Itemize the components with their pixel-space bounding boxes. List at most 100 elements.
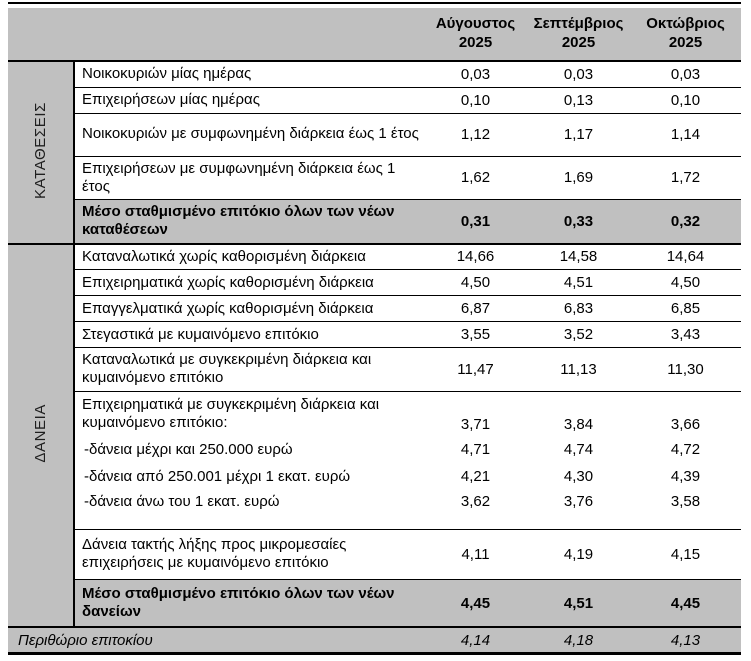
- row-label: -δάνεια μέχρι και 250.000 ευρώ: [84, 440, 293, 458]
- rate-value: 0,03: [630, 61, 741, 88]
- row-label: Επιχειρήσεων με συμφωνημένη διάρκεια έως…: [74, 156, 424, 201]
- row-label: Επαγγελματικά χωρίς καθορισμένη διάρκεια: [74, 295, 424, 323]
- rate-value: 3,55: [424, 321, 527, 349]
- row-label: Καταναλωτικά με συγκεκριμένη διάρκεια κα…: [74, 347, 424, 392]
- row-label: Μέσο σταθμισμένο επιτόκιο όλων των νέων …: [74, 199, 424, 245]
- column-year: 2025: [561, 34, 596, 51]
- rate-value: 3,71: [460, 416, 491, 434]
- rate-value: 3,52: [527, 321, 630, 349]
- row-label: Νοικοκυριών μίας ημέρας: [74, 61, 424, 88]
- table-row-group-heading: Επιχειρηματικά με συγκεκριμένη διάρκεια …: [8, 391, 741, 436]
- row-label: Δάνεια τακτής λήξης προς μικρομεσαίες επ…: [74, 529, 424, 580]
- table-row: Επιχειρηματικά χωρίς καθορισμένη διάρκει…: [8, 269, 741, 297]
- rate-value: 6,83: [527, 295, 630, 323]
- rate-value: 4,19: [527, 529, 630, 580]
- header-corner-cell: [8, 8, 424, 62]
- rate-value: 0,03: [527, 61, 630, 88]
- row-label: Μέσο σταθμισμένο επιτόκιο όλων των νέων …: [74, 579, 424, 629]
- row-label: Νοικοκυριών με συμφωνημένη διάρκεια έως …: [74, 113, 424, 157]
- table-row: ΚΑΤΑΘΕΣΕΙΣ Νοικοκυριών μίας ημέρας 0,03 …: [8, 61, 741, 245]
- column-header-month-3: Οκτώβριος 2025: [630, 8, 741, 62]
- row-label: Επιχειρήσεων μίας ημέρας: [74, 87, 424, 114]
- rate-value: 11,47: [424, 347, 527, 392]
- table-subrow: -δάνεια άνω του 1 εκατ. ευρώ 3,62 3,76 3…: [8, 490, 741, 530]
- table-row: Επαγγελματικά χωρίς καθορισμένη διάρκεια…: [8, 295, 741, 323]
- rate-value: 1,69: [527, 156, 630, 201]
- table-row: Στεγαστικά με κυμαινόμενο επιτόκιο 3,55 …: [8, 321, 741, 349]
- rate-value: 0,31: [424, 199, 527, 245]
- interest-rates-table: Αύγουστος 2025 Σεπτέμβριος 2025 Οκτώβριο…: [8, 8, 741, 655]
- rate-value: 3,58: [630, 490, 741, 530]
- column-month: Σεπτέμβριος: [533, 15, 624, 33]
- rate-value: 4,14: [424, 626, 527, 655]
- deposits-summary-row: Μέσο σταθμισμένο επιτόκιο όλων των νέων …: [8, 199, 741, 245]
- rate-value: 4,71: [460, 441, 491, 459]
- row-label: Επιχειρηματικά με συγκεκριμένη διάρκεια …: [82, 395, 380, 432]
- table-row: Νοικοκυριών με συμφωνημένη διάρκεια έως …: [8, 113, 741, 157]
- rate-value: 14,64: [630, 243, 741, 271]
- rate-value: 4,15: [630, 529, 741, 580]
- rate-value: 1,62: [424, 156, 527, 201]
- table-row: Επιχειρήσεων μίας ημέρας 0,10 0,13 0,10: [8, 87, 741, 114]
- rate-value: 4,13: [630, 626, 741, 655]
- deposits-vertical-label: ΚΑΤΑΘΕΣΕΙΣ: [32, 101, 49, 199]
- rate-value: 4,30: [563, 468, 594, 486]
- interest-margin-row: Περιθώριο επιτοκίου 4,14 4,18 4,13: [8, 626, 741, 655]
- rate-value: 6,87: [424, 295, 527, 323]
- rate-value: 3,66: [670, 416, 701, 434]
- column-year: 2025: [458, 34, 493, 51]
- rate-value: 4,45: [424, 579, 527, 629]
- rate-value: 14,58: [527, 243, 630, 271]
- rate-value: 4,74: [563, 441, 594, 459]
- column-year: 2025: [668, 34, 703, 51]
- row-label: -δάνεια άνω του 1 εκατ. ευρώ: [74, 490, 424, 530]
- top-rule: [8, 2, 741, 4]
- column-header-month-2: Σεπτέμβριος 2025: [527, 8, 630, 62]
- section-label-deposits: ΚΑΤΑΘΕΣΕΙΣ: [8, 61, 75, 245]
- table-row: Επιχειρήσεων με συμφωνημένη διάρκεια έως…: [8, 156, 741, 201]
- rate-value: 4,51: [527, 579, 630, 629]
- rate-value: 3,76: [527, 490, 630, 530]
- column-header-month-1: Αύγουστος 2025: [424, 8, 527, 62]
- rate-value: 4,72: [670, 441, 701, 459]
- table-subrow: -δάνεια από 250.001 μέχρι 1 εκατ. ευρώ 4…: [8, 463, 741, 490]
- rate-value: 4,51: [527, 269, 630, 297]
- rate-value: 0,33: [527, 199, 630, 245]
- column-month: Οκτώβριος: [646, 15, 725, 33]
- rate-value: 0,13: [527, 87, 630, 114]
- rate-value: 1,72: [630, 156, 741, 201]
- rate-value: 0,03: [424, 61, 527, 88]
- rate-value: 3,84: [563, 416, 594, 434]
- rate-value: 4,18: [527, 626, 630, 655]
- rate-value: 0,10: [424, 87, 527, 114]
- rate-value: 4,11: [424, 529, 527, 580]
- rate-value: 1,12: [424, 113, 527, 157]
- table-row: Καταναλωτικά με συγκεκριμένη διάρκεια κα…: [8, 347, 741, 392]
- loans-summary-row: Μέσο σταθμισμένο επιτόκιο όλων των νέων …: [8, 579, 741, 629]
- rate-value: 6,85: [630, 295, 741, 323]
- rate-value: 3,62: [424, 490, 527, 530]
- rate-value: 4,21: [460, 468, 491, 486]
- rate-value: 11,13: [527, 347, 630, 392]
- row-label: Στεγαστικά με κυμαινόμενο επιτόκιο: [74, 321, 424, 349]
- rate-value: 1,17: [527, 113, 630, 157]
- header-row: Αύγουστος 2025 Σεπτέμβριος 2025 Οκτώβριο…: [8, 8, 741, 62]
- rate-value: 4,50: [424, 269, 527, 297]
- table-row: ΔΑΝΕΙΑ Καταναλωτικά χωρίς καθορισμένη δι…: [8, 243, 741, 628]
- table-subrow: -δάνεια μέχρι και 250.000 ευρώ 4,71 4,74…: [8, 436, 741, 463]
- rate-value: 14,66: [424, 243, 527, 271]
- row-label: Περιθώριο επιτοκίου: [8, 626, 424, 655]
- row-label: Επιχειρηματικά χωρίς καθορισμένη διάρκει…: [74, 269, 424, 297]
- row-label: -δάνεια από 250.001 μέχρι 1 εκατ. ευρώ: [84, 467, 351, 485]
- rate-value: 1,14: [630, 113, 741, 157]
- rate-value: 4,39: [670, 468, 701, 486]
- rate-value: 11,30: [630, 347, 741, 392]
- rate-value: 0,32: [630, 199, 741, 245]
- rate-value: 0,10: [630, 87, 741, 114]
- column-month: Αύγουστος: [435, 15, 516, 33]
- rate-value: 3,43: [630, 321, 741, 349]
- loans-vertical-label: ΔΑΝΕΙΑ: [32, 404, 49, 463]
- row-label: Καταναλωτικά χωρίς καθορισμένη διάρκεια: [74, 243, 424, 271]
- rate-value: 4,50: [630, 269, 741, 297]
